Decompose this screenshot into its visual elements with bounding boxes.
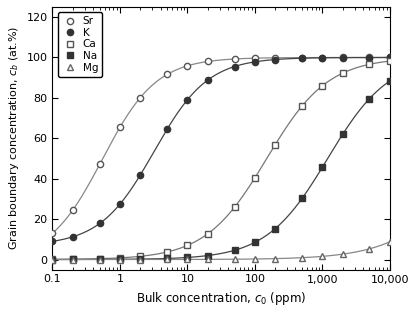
Sr — [340, 56, 345, 59]
Na — [185, 256, 190, 259]
K — [253, 60, 258, 64]
Ca — [205, 232, 210, 236]
Na — [97, 257, 102, 261]
Sr — [138, 96, 143, 100]
Sr — [165, 73, 170, 76]
K — [50, 240, 55, 243]
Sr — [70, 208, 75, 212]
Na — [340, 133, 345, 136]
K — [232, 65, 237, 68]
Ca — [253, 176, 258, 180]
Na — [165, 257, 170, 260]
Legend: Sr, K, Ca, Na, Mg: Sr, K, Ca, Na, Mg — [58, 12, 102, 77]
Mg — [300, 256, 305, 260]
Na — [320, 165, 325, 169]
Mg — [387, 240, 392, 244]
K — [117, 202, 122, 206]
Line: Ca: Ca — [50, 58, 393, 263]
Mg — [367, 247, 372, 251]
Line: Mg: Mg — [50, 239, 393, 263]
Na — [138, 257, 143, 261]
Line: Na: Na — [50, 78, 393, 263]
Na — [117, 257, 122, 261]
Sr — [273, 56, 278, 60]
Sr — [320, 56, 325, 59]
Mg — [138, 257, 143, 261]
K — [367, 56, 372, 59]
Mg — [320, 254, 325, 258]
Mg — [253, 257, 258, 261]
Mg — [50, 258, 55, 262]
Line: K: K — [50, 54, 393, 245]
Na — [70, 257, 75, 261]
Ca — [50, 257, 55, 261]
Ca — [340, 71, 345, 75]
Sr — [50, 231, 55, 235]
Sr — [185, 64, 190, 68]
Mg — [185, 257, 190, 261]
K — [138, 173, 143, 177]
Mg — [273, 257, 278, 261]
Na — [232, 248, 237, 252]
Sr — [205, 60, 210, 63]
Sr — [117, 125, 122, 129]
Na — [253, 241, 258, 244]
Na — [300, 197, 305, 200]
Na — [367, 97, 372, 100]
Ca — [232, 205, 237, 209]
Sr — [253, 56, 258, 60]
Mg — [117, 257, 122, 261]
Ca — [320, 84, 325, 88]
K — [387, 56, 392, 59]
K — [340, 56, 345, 60]
Ca — [138, 254, 143, 258]
Ca — [185, 244, 190, 247]
Mg — [97, 258, 102, 262]
Ca — [97, 257, 102, 261]
Ca — [387, 59, 392, 63]
Na — [387, 79, 392, 83]
Mg — [205, 257, 210, 261]
K — [165, 127, 170, 131]
K — [205, 78, 210, 82]
Mg — [232, 257, 237, 261]
K — [273, 58, 278, 62]
Na — [50, 257, 55, 261]
Mg — [165, 257, 170, 261]
Sr — [387, 56, 392, 59]
K — [70, 235, 75, 239]
Mg — [70, 258, 75, 262]
Y-axis label: Grain boundary concentration, $c_b$ (at.%): Grain boundary concentration, $c_b$ (at.… — [7, 26, 21, 251]
Sr — [367, 56, 372, 59]
K — [185, 98, 190, 102]
Na — [205, 254, 210, 257]
Na — [273, 227, 278, 230]
K — [320, 56, 325, 60]
Sr — [300, 56, 305, 59]
Line: Sr: Sr — [50, 54, 393, 236]
Ca — [70, 257, 75, 261]
Ca — [367, 62, 372, 66]
Sr — [97, 163, 102, 166]
Ca — [165, 250, 170, 254]
Ca — [273, 143, 278, 147]
K — [97, 222, 102, 225]
Ca — [117, 256, 122, 260]
K — [300, 56, 305, 60]
Mg — [340, 252, 345, 256]
Ca — [300, 104, 305, 108]
Sr — [232, 57, 237, 61]
X-axis label: Bulk concentration, $c_0$ (ppm): Bulk concentration, $c_0$ (ppm) — [136, 290, 307, 307]
